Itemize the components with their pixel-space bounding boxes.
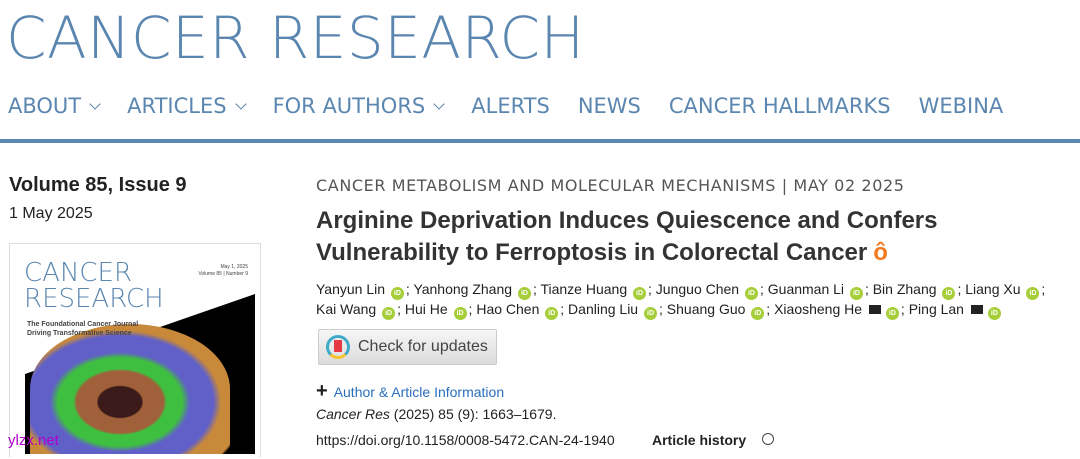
- nav-item-label: FOR AUTHORS: [272, 94, 426, 118]
- orcid-icon[interactable]: iD: [751, 307, 765, 320]
- plus-icon: +: [316, 380, 328, 402]
- author-name[interactable]: Guanman Li: [767, 281, 845, 297]
- nav-item-label: ABOUT: [8, 94, 82, 118]
- author-name[interactable]: Bin Zhang: [872, 281, 937, 297]
- cover-title: CANCER RESEARCH: [24, 260, 164, 312]
- doi-link[interactable]: https://doi.org/10.1158/0008-5472.CAN-24…: [316, 432, 615, 448]
- citation: Cancer Res (2025) 85 (9): 1663–1679.: [316, 406, 557, 422]
- nav-item-label: CANCER HALLMARKS: [668, 94, 891, 118]
- article-category: CANCER METABOLISM AND MOLECULAR MECHANIS…: [316, 176, 905, 195]
- author-name[interactable]: Hui He: [404, 301, 448, 317]
- article-history-button[interactable]: Article history: [652, 432, 747, 448]
- email-icon[interactable]: [970, 305, 983, 314]
- issue-cover-image[interactable]: CANCER RESEARCH The Foundational Cancer J…: [9, 243, 261, 457]
- cover-subtitle-line: The Foundational Cancer Journal: [27, 321, 139, 328]
- orcid-icon[interactable]: iD: [942, 287, 956, 300]
- author-article-info-toggle[interactable]: + Author & Article Information: [316, 380, 504, 403]
- header-divider: [0, 139, 1080, 143]
- crossmark-icon: [326, 335, 350, 359]
- orcid-icon[interactable]: iD: [453, 307, 467, 320]
- citation-details: (2025) 85 (9): 1663–1679.: [389, 406, 557, 422]
- author-name[interactable]: Shuang Guo: [666, 301, 746, 317]
- nav-item-label: ALERTS: [471, 94, 550, 118]
- history-clock-icon[interactable]: [762, 433, 774, 445]
- check-for-updates-button[interactable]: Check for updates: [318, 329, 497, 365]
- issue-date: 1 May 2025: [9, 205, 93, 222]
- orcid-icon[interactable]: iD: [390, 287, 404, 300]
- cover-meta: May 1, 2025 Volume 85 | Number 9: [198, 264, 248, 278]
- nav-item-label: WEBINA: [918, 94, 1004, 118]
- article-title: Arginine Deprivation Induces Quiescence …: [316, 205, 937, 269]
- title-line: Vulnerability to Ferroptosis in Colorect…: [316, 239, 868, 266]
- cover-micrograph: [30, 324, 230, 454]
- nav-item-for-authors[interactable]: FOR AUTHORS: [272, 94, 445, 118]
- nav-item-about[interactable]: ABOUT: [8, 94, 101, 118]
- author-name[interactable]: Yanhong Zhang: [413, 281, 513, 297]
- title-line: Arginine Deprivation Induces Quiescence …: [316, 207, 938, 234]
- cover-title-line: CANCER: [24, 258, 133, 288]
- chevron-down-icon: [234, 98, 247, 110]
- check-updates-label: Check for updates: [358, 338, 488, 355]
- orcid-icon[interactable]: iD: [517, 287, 531, 300]
- author-name[interactable]: Danling Liu: [568, 301, 639, 317]
- orcid-icon[interactable]: iD: [545, 307, 559, 320]
- chevron-down-icon: [433, 98, 445, 110]
- orcid-icon[interactable]: iD: [885, 307, 899, 320]
- orcid-icon[interactable]: iD: [849, 287, 863, 300]
- author-name[interactable]: Xiaosheng He: [774, 301, 863, 317]
- orcid-icon[interactable]: iD: [382, 307, 396, 320]
- chevron-down-icon: [89, 98, 101, 110]
- issue-volume[interactable]: Volume 85, Issue 9: [9, 174, 187, 196]
- author-name[interactable]: Kai Wang: [316, 301, 377, 317]
- nav-item-label: NEWS: [577, 94, 641, 118]
- author-info-label: Author & Article Information: [333, 383, 505, 400]
- open-access-icon: ô: [873, 239, 888, 266]
- author-name[interactable]: Tianze Huang: [540, 281, 628, 297]
- nav-item-articles[interactable]: ARTICLES: [127, 94, 247, 118]
- author-list: Yanyun Lin iD; Yanhong Zhang iD; Tianze …: [316, 280, 1080, 320]
- orcid-icon[interactable]: iD: [644, 307, 657, 320]
- orcid-icon[interactable]: iD: [633, 287, 647, 300]
- cover-subtitle: The Foundational Cancer Journal Driving T…: [27, 320, 138, 338]
- author-name[interactable]: Ping Lan: [908, 301, 964, 317]
- author-name[interactable]: Hao Chen: [476, 301, 540, 317]
- nav-item-label: ARTICLES: [127, 94, 227, 118]
- author-name[interactable]: Junguo Chen: [655, 281, 740, 297]
- author-name[interactable]: Liang Xu: [965, 281, 1021, 297]
- orcid-icon[interactable]: iD: [987, 307, 1001, 320]
- cover-subtitle-line: Driving Transformative Science: [27, 330, 132, 337]
- cover-date: May 1, 2025: [220, 264, 248, 270]
- nav-item-webina[interactable]: WEBINA: [919, 94, 1004, 118]
- nav-item-news[interactable]: NEWS: [578, 94, 641, 118]
- citation-journal: Cancer Res: [316, 406, 390, 422]
- main-nav: ABOUT ARTICLES FOR AUTHORS ALERTS NEWS CANCER…: [8, 94, 1031, 118]
- cover-title-line: RESEARCH: [24, 284, 164, 314]
- orcid-icon[interactable]: iD: [744, 287, 758, 300]
- orcid-icon[interactable]: iD: [1026, 287, 1040, 300]
- author-name[interactable]: Yanyun Lin: [316, 281, 386, 297]
- email-icon[interactable]: [868, 305, 881, 314]
- watermark: ylzx.net: [8, 432, 59, 449]
- nav-item-cancer-hallmarks[interactable]: CANCER HALLMARKS: [669, 94, 891, 118]
- journal-logo[interactable]: CANCER RESEARCH: [6, 4, 585, 72]
- nav-item-alerts[interactable]: ALERTS: [471, 94, 550, 118]
- cover-issue: Volume 85 | Number 9: [198, 271, 248, 277]
